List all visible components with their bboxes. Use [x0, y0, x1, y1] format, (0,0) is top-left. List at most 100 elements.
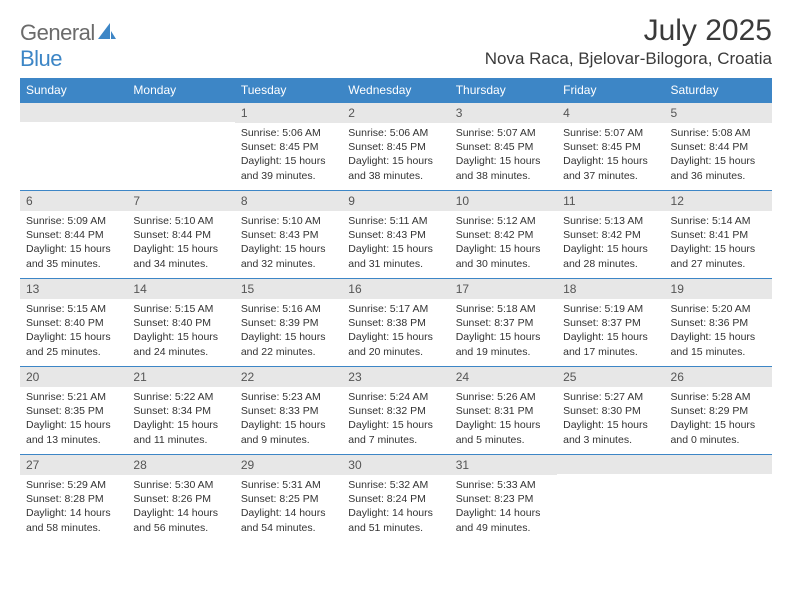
sunset-text: Sunset: 8:26 PM — [133, 492, 228, 506]
sunrise-text: Sunrise: 5:22 AM — [133, 390, 228, 404]
day-cell: 12Sunrise: 5:14 AMSunset: 8:41 PMDayligh… — [665, 190, 772, 278]
sunset-text: Sunset: 8:41 PM — [671, 228, 766, 242]
day-detail: Sunrise: 5:30 AMSunset: 8:26 PMDaylight:… — [127, 475, 234, 535]
daylight-text: Daylight: 14 hours and 51 minutes. — [348, 506, 443, 534]
day-cell: 30Sunrise: 5:32 AMSunset: 8:24 PMDayligh… — [342, 454, 449, 542]
sunset-text: Sunset: 8:45 PM — [348, 140, 443, 154]
day-cell: 5Sunrise: 5:08 AMSunset: 8:44 PMDaylight… — [665, 102, 772, 190]
day-number: 16 — [342, 278, 449, 299]
day-number: 5 — [665, 102, 772, 123]
day-cell — [557, 454, 664, 542]
day-cell: 21Sunrise: 5:22 AMSunset: 8:34 PMDayligh… — [127, 366, 234, 454]
day-number: 28 — [127, 454, 234, 475]
day-number: 18 — [557, 278, 664, 299]
day-detail: Sunrise: 5:20 AMSunset: 8:36 PMDaylight:… — [665, 299, 772, 359]
day-cell: 20Sunrise: 5:21 AMSunset: 8:35 PMDayligh… — [20, 366, 127, 454]
day-detail: Sunrise: 5:15 AMSunset: 8:40 PMDaylight:… — [20, 299, 127, 359]
dow-tuesday: Tuesday — [235, 78, 342, 102]
day-number: 11 — [557, 190, 664, 211]
day-cell: 9Sunrise: 5:11 AMSunset: 8:43 PMDaylight… — [342, 190, 449, 278]
sunset-text: Sunset: 8:30 PM — [563, 404, 658, 418]
day-number: 10 — [450, 190, 557, 211]
daylight-text: Daylight: 14 hours and 54 minutes. — [241, 506, 336, 534]
sunrise-text: Sunrise: 5:06 AM — [241, 126, 336, 140]
sunrise-text: Sunrise: 5:06 AM — [348, 126, 443, 140]
sunset-text: Sunset: 8:38 PM — [348, 316, 443, 330]
sunset-text: Sunset: 8:42 PM — [563, 228, 658, 242]
sunrise-text: Sunrise: 5:26 AM — [456, 390, 551, 404]
day-detail: Sunrise: 5:28 AMSunset: 8:29 PMDaylight:… — [665, 387, 772, 447]
brand-text: General Blue — [20, 20, 117, 72]
day-number: 2 — [342, 102, 449, 123]
day-cell: 23Sunrise: 5:24 AMSunset: 8:32 PMDayligh… — [342, 366, 449, 454]
daylight-text: Daylight: 15 hours and 37 minutes. — [563, 154, 658, 182]
day-detail: Sunrise: 5:29 AMSunset: 8:28 PMDaylight:… — [20, 475, 127, 535]
daylight-text: Daylight: 15 hours and 17 minutes. — [563, 330, 658, 358]
daylight-text: Daylight: 15 hours and 38 minutes. — [456, 154, 551, 182]
sunrise-text: Sunrise: 5:08 AM — [671, 126, 766, 140]
day-cell: 15Sunrise: 5:16 AMSunset: 8:39 PMDayligh… — [235, 278, 342, 366]
day-cell: 14Sunrise: 5:15 AMSunset: 8:40 PMDayligh… — [127, 278, 234, 366]
day-detail: Sunrise: 5:23 AMSunset: 8:33 PMDaylight:… — [235, 387, 342, 447]
day-number: 27 — [20, 454, 127, 475]
day-number: 7 — [127, 190, 234, 211]
sunset-text: Sunset: 8:25 PM — [241, 492, 336, 506]
sunset-text: Sunset: 8:29 PM — [671, 404, 766, 418]
day-number: 13 — [20, 278, 127, 299]
day-detail: Sunrise: 5:06 AMSunset: 8:45 PMDaylight:… — [235, 123, 342, 183]
day-cell: 22Sunrise: 5:23 AMSunset: 8:33 PMDayligh… — [235, 366, 342, 454]
day-detail: Sunrise: 5:13 AMSunset: 8:42 PMDaylight:… — [557, 211, 664, 271]
day-number: 22 — [235, 366, 342, 387]
day-number: 26 — [665, 366, 772, 387]
day-cell: 3Sunrise: 5:07 AMSunset: 8:45 PMDaylight… — [450, 102, 557, 190]
sunrise-text: Sunrise: 5:07 AM — [563, 126, 658, 140]
week-row: 13Sunrise: 5:15 AMSunset: 8:40 PMDayligh… — [20, 278, 772, 366]
dow-monday: Monday — [127, 78, 234, 102]
day-detail — [557, 474, 664, 477]
week-row: 27Sunrise: 5:29 AMSunset: 8:28 PMDayligh… — [20, 454, 772, 542]
day-number: 12 — [665, 190, 772, 211]
sunset-text: Sunset: 8:37 PM — [456, 316, 551, 330]
day-number: 9 — [342, 190, 449, 211]
day-number: 21 — [127, 366, 234, 387]
sunset-text: Sunset: 8:44 PM — [671, 140, 766, 154]
day-cell — [665, 454, 772, 542]
day-number: 1 — [235, 102, 342, 123]
sunset-text: Sunset: 8:33 PM — [241, 404, 336, 418]
day-detail: Sunrise: 5:14 AMSunset: 8:41 PMDaylight:… — [665, 211, 772, 271]
day-number — [20, 102, 127, 122]
sunset-text: Sunset: 8:37 PM — [563, 316, 658, 330]
sunrise-text: Sunrise: 5:29 AM — [26, 478, 121, 492]
day-number — [665, 454, 772, 474]
week-row: 20Sunrise: 5:21 AMSunset: 8:35 PMDayligh… — [20, 366, 772, 454]
sunrise-text: Sunrise: 5:21 AM — [26, 390, 121, 404]
sunrise-text: Sunrise: 5:20 AM — [671, 302, 766, 316]
sunrise-text: Sunrise: 5:16 AM — [241, 302, 336, 316]
calendar-body: 1Sunrise: 5:06 AMSunset: 8:45 PMDaylight… — [20, 102, 772, 542]
week-row: 6Sunrise: 5:09 AMSunset: 8:44 PMDaylight… — [20, 190, 772, 278]
sunrise-text: Sunrise: 5:33 AM — [456, 478, 551, 492]
daylight-text: Daylight: 15 hours and 22 minutes. — [241, 330, 336, 358]
sunrise-text: Sunrise: 5:11 AM — [348, 214, 443, 228]
sail-icon — [97, 27, 117, 44]
dow-row: Sunday Monday Tuesday Wednesday Thursday… — [20, 78, 772, 102]
daylight-text: Daylight: 15 hours and 24 minutes. — [133, 330, 228, 358]
sunrise-text: Sunrise: 5:10 AM — [133, 214, 228, 228]
day-cell: 6Sunrise: 5:09 AMSunset: 8:44 PMDaylight… — [20, 190, 127, 278]
day-number — [127, 102, 234, 122]
sunrise-text: Sunrise: 5:07 AM — [456, 126, 551, 140]
day-cell: 13Sunrise: 5:15 AMSunset: 8:40 PMDayligh… — [20, 278, 127, 366]
sunrise-text: Sunrise: 5:10 AM — [241, 214, 336, 228]
day-number: 24 — [450, 366, 557, 387]
daylight-text: Daylight: 15 hours and 15 minutes. — [671, 330, 766, 358]
daylight-text: Daylight: 15 hours and 20 minutes. — [348, 330, 443, 358]
day-detail: Sunrise: 5:21 AMSunset: 8:35 PMDaylight:… — [20, 387, 127, 447]
header: General Blue July 2025 Nova Raca, Bjelov… — [20, 14, 772, 72]
day-detail: Sunrise: 5:19 AMSunset: 8:37 PMDaylight:… — [557, 299, 664, 359]
title-block: July 2025 Nova Raca, Bjelovar-Bilogora, … — [485, 14, 772, 69]
daylight-text: Daylight: 14 hours and 49 minutes. — [456, 506, 551, 534]
sunrise-text: Sunrise: 5:18 AM — [456, 302, 551, 316]
day-cell: 4Sunrise: 5:07 AMSunset: 8:45 PMDaylight… — [557, 102, 664, 190]
daylight-text: Daylight: 15 hours and 38 minutes. — [348, 154, 443, 182]
day-detail: Sunrise: 5:33 AMSunset: 8:23 PMDaylight:… — [450, 475, 557, 535]
